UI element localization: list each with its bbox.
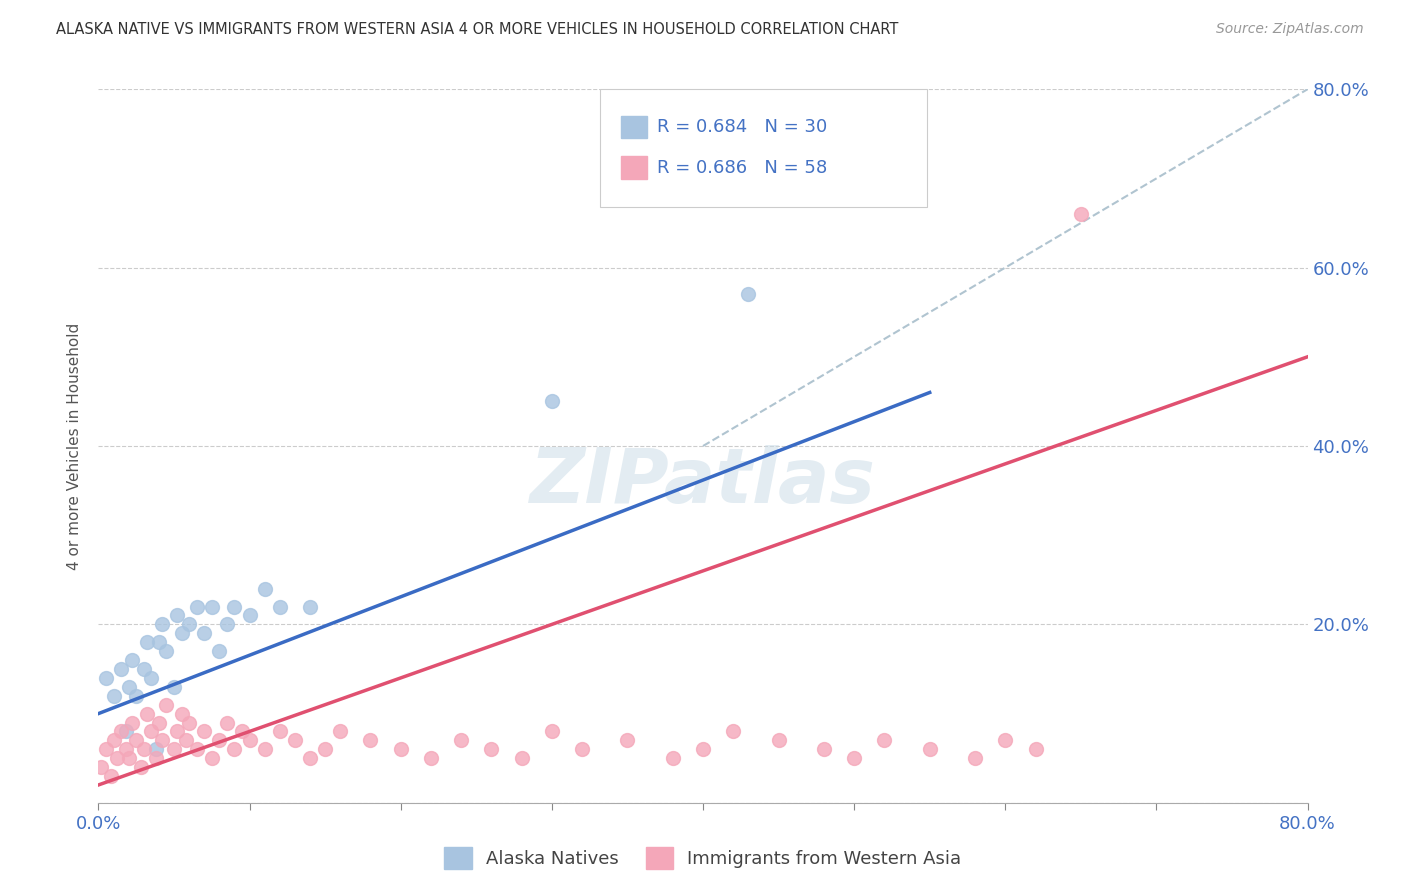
Point: [110, 662, 132, 676]
Point: [155, 698, 177, 712]
Point: [329, 724, 352, 739]
Point: [360, 733, 382, 747]
Point: [132, 742, 155, 756]
Point: [873, 733, 896, 747]
Point: [1024, 742, 1046, 756]
Point: [94, 671, 117, 685]
Point: [224, 742, 246, 756]
Point: [105, 751, 128, 765]
Point: [239, 733, 262, 747]
Point: [510, 751, 533, 765]
Point: [145, 742, 167, 756]
Point: [94, 742, 117, 756]
Point: [103, 689, 125, 703]
Point: [166, 608, 188, 623]
Point: [299, 599, 322, 614]
Point: [540, 394, 562, 409]
Point: [540, 724, 562, 739]
Point: [965, 751, 987, 765]
Bar: [621, 156, 647, 179]
Point: [121, 715, 143, 730]
Point: [100, 769, 122, 783]
Point: [135, 706, 157, 721]
Point: [193, 626, 215, 640]
Point: [150, 733, 173, 747]
Point: [215, 715, 238, 730]
Text: R = 0.684   N = 30: R = 0.684 N = 30: [657, 118, 827, 136]
Point: [141, 724, 163, 739]
Point: [125, 689, 148, 703]
Point: [571, 742, 593, 756]
Point: [148, 635, 170, 649]
Point: [253, 582, 276, 596]
Point: [125, 733, 148, 747]
Point: [723, 724, 745, 739]
Point: [155, 644, 177, 658]
Text: ZIPatlas: ZIPatlas: [530, 445, 876, 518]
Point: [239, 608, 262, 623]
Legend: Alaska Natives, Immigrants from Western Asia: Alaska Natives, Immigrants from Western …: [437, 839, 969, 876]
Point: [420, 751, 443, 765]
Point: [208, 644, 231, 658]
Point: [163, 742, 186, 756]
Point: [616, 733, 638, 747]
Point: [253, 742, 276, 756]
Point: [662, 751, 685, 765]
Point: [269, 599, 291, 614]
Point: [110, 724, 132, 739]
Point: [994, 733, 1017, 747]
Point: [284, 733, 307, 747]
Point: [299, 751, 322, 765]
Point: [201, 599, 224, 614]
Point: [269, 724, 291, 739]
Point: [215, 617, 238, 632]
Point: [174, 733, 197, 747]
Point: [150, 617, 173, 632]
Point: [918, 742, 941, 756]
Point: [179, 715, 201, 730]
Point: [166, 724, 188, 739]
Text: R = 0.686   N = 58: R = 0.686 N = 58: [657, 159, 827, 177]
Point: [114, 742, 136, 756]
Point: [90, 760, 112, 774]
Point: [224, 599, 246, 614]
Point: [450, 733, 472, 747]
Point: [170, 706, 193, 721]
Point: [813, 742, 835, 756]
Point: [186, 742, 208, 756]
Point: [314, 742, 336, 756]
Point: [145, 751, 167, 765]
Point: [1070, 207, 1092, 221]
Point: [208, 733, 231, 747]
Bar: [621, 116, 647, 138]
Point: [141, 671, 163, 685]
Point: [179, 617, 201, 632]
Point: [768, 733, 790, 747]
Point: [114, 724, 136, 739]
Y-axis label: 4 or more Vehicles in Household: 4 or more Vehicles in Household: [67, 322, 83, 570]
Point: [481, 742, 503, 756]
Point: [132, 662, 155, 676]
Point: [135, 635, 157, 649]
Point: [103, 733, 125, 747]
Point: [129, 760, 152, 774]
Point: [118, 680, 141, 694]
Point: [163, 680, 186, 694]
Point: [389, 742, 412, 756]
Point: [118, 751, 141, 765]
Point: [121, 653, 143, 667]
Point: [737, 287, 759, 301]
Point: [231, 724, 253, 739]
Point: [186, 599, 208, 614]
Text: ALASKA NATIVE VS IMMIGRANTS FROM WESTERN ASIA 4 OR MORE VEHICLES IN HOUSEHOLD CO: ALASKA NATIVE VS IMMIGRANTS FROM WESTERN…: [56, 22, 898, 37]
Point: [148, 715, 170, 730]
FancyBboxPatch shape: [600, 89, 927, 207]
Point: [193, 724, 215, 739]
Point: [170, 626, 193, 640]
Point: [692, 742, 714, 756]
Text: Source: ZipAtlas.com: Source: ZipAtlas.com: [1216, 22, 1364, 37]
Point: [844, 751, 866, 765]
Point: [201, 751, 224, 765]
